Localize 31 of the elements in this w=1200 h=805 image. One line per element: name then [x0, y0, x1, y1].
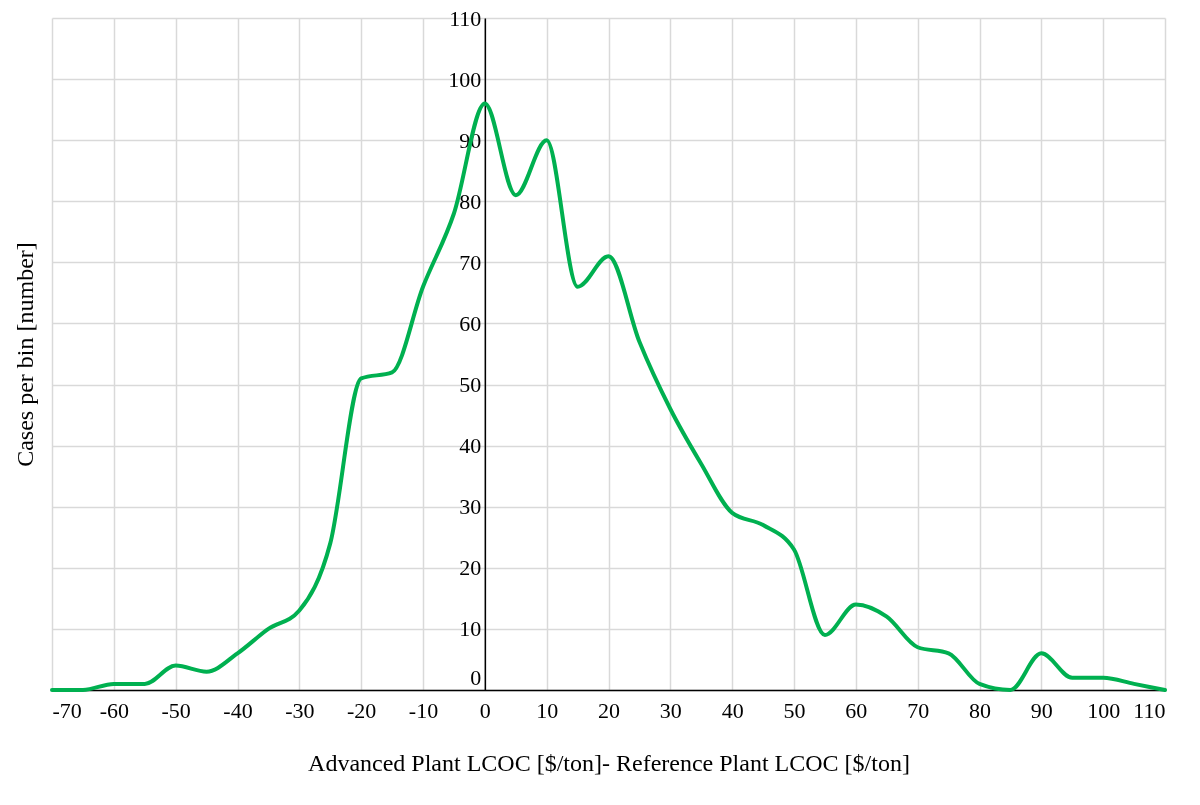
x-tick-label: 50	[783, 697, 806, 723]
x-axis-title: Advanced Plant LCOC [$/ton]- Reference Plant LCOC [$/ton]	[308, 749, 910, 776]
x-tick-label: -70	[52, 697, 82, 723]
x-tick-label: 90	[1030, 697, 1053, 723]
x-tick-label: -20	[347, 697, 377, 723]
y-tick-label: 60	[459, 310, 482, 336]
x-tick-label: -10	[408, 697, 439, 723]
x-tick-label: 100	[1087, 697, 1121, 723]
x-tick-label: 60	[845, 697, 868, 723]
x-tick-label: 70	[907, 697, 930, 723]
x-tick-label: 110	[1133, 697, 1166, 723]
y-tick-label: 50	[459, 372, 482, 398]
x-tick-label: -30	[285, 697, 315, 723]
x-tick-label: 10	[536, 697, 559, 723]
x-tick-label: 20	[598, 697, 620, 723]
x-tick-label: -60	[99, 697, 129, 723]
y-axis-title: Cases per bin [number]	[11, 242, 38, 467]
y-tick-label: 0	[470, 664, 482, 690]
x-tick-label: -50	[161, 697, 191, 723]
x-tick-label: 30	[659, 697, 682, 723]
x-tick-label: -40	[223, 697, 253, 723]
y-tick-label: 100	[448, 66, 482, 92]
y-tick-label: 80	[459, 188, 482, 214]
y-tick-label: 20	[459, 555, 482, 581]
y-tick-label: 70	[459, 249, 482, 275]
y-tick-label: 30	[459, 494, 482, 520]
x-tick-label: 40	[721, 697, 744, 723]
y-tick-label: 110	[449, 5, 482, 31]
y-tick-label: 40	[459, 433, 482, 459]
x-tick-label: 80	[969, 697, 991, 723]
y-tick-label: 10	[459, 616, 482, 642]
